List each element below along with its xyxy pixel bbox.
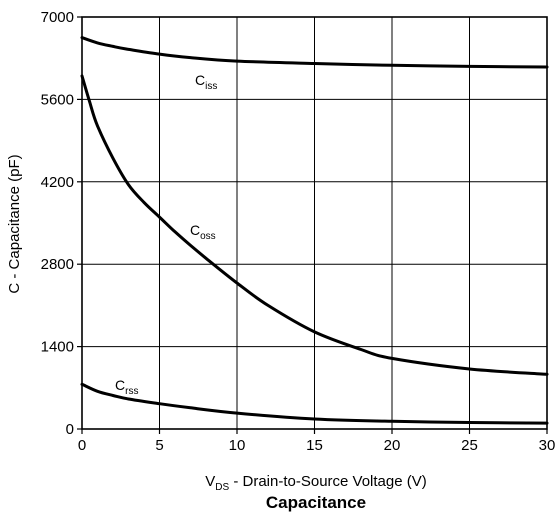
y-tick-label: 2800 (41, 256, 74, 273)
curve-labels: Ciss Coss Crss (115, 72, 217, 397)
y-tick-label: 1400 (41, 339, 74, 356)
y-tick-label: 5600 (41, 91, 74, 108)
series-label-rss: Crss (115, 377, 138, 397)
y-tick-label: 0 (66, 421, 74, 438)
x-axis-ticks: 0 5 10 15 20 25 30 (78, 429, 556, 454)
x-tick-label: 0 (78, 437, 86, 454)
x-axis-label: VDS - Drain-to-Source Voltage (V) (205, 473, 427, 493)
x-tick-label: 25 (461, 437, 478, 454)
x-tick-label: 15 (306, 437, 323, 454)
x-tick-label: 20 (384, 437, 401, 454)
series-line-iss (80, 36, 549, 69)
y-tick-label: 7000 (41, 9, 74, 26)
series-label-oss: Coss (190, 222, 216, 242)
x-tick-label: 5 (155, 437, 163, 454)
series-label-iss: Ciss (195, 72, 217, 92)
curves (80, 36, 549, 425)
series-line-rss (80, 382, 549, 425)
y-tick-label: 4200 (41, 174, 74, 191)
x-tick-label: 30 (539, 437, 556, 454)
series-line-oss (80, 74, 549, 376)
y-axis-ticks: 0 1400 2800 4200 5600 7000 (41, 9, 82, 438)
gridlines (82, 17, 547, 429)
y-axis-label: C - Capacitance (pF) (6, 154, 23, 293)
x-tick-label: 10 (229, 437, 246, 454)
chart-title: Capacitance (266, 493, 366, 512)
